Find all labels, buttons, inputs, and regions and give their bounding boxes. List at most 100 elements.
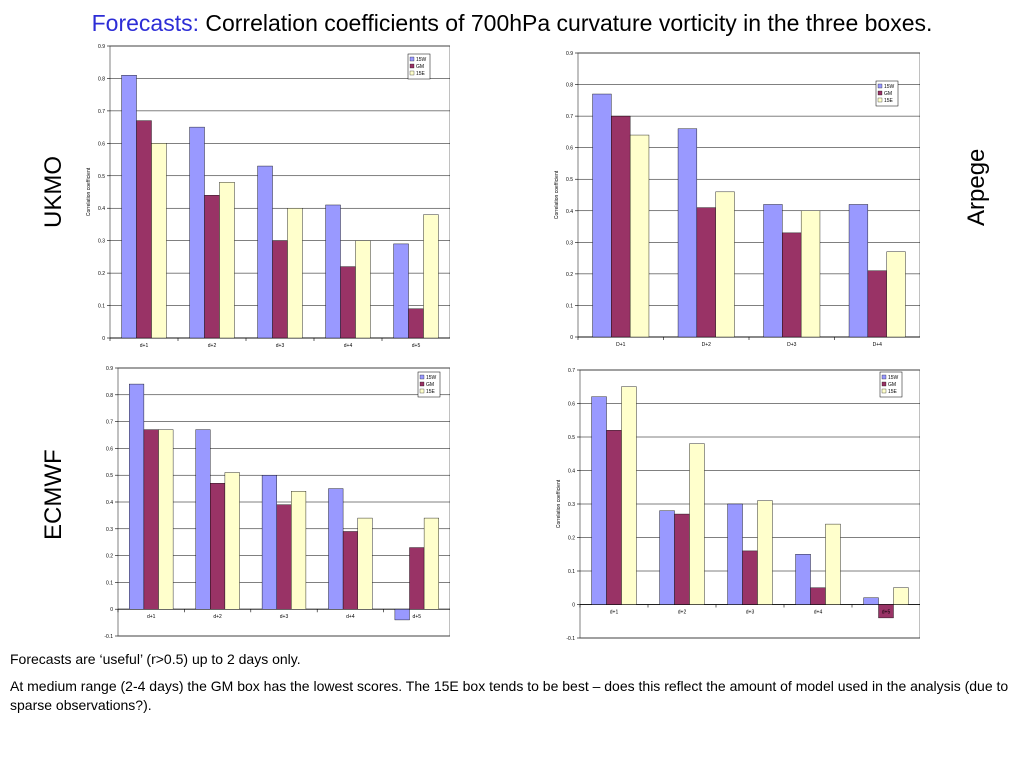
bar-15e-d1: [158, 429, 174, 610]
bar-gm-d5: [878, 604, 894, 619]
bar-15w-d2: [195, 429, 211, 610]
y-tick-label: 0.3: [566, 240, 573, 246]
bar-15w-d4: [795, 554, 811, 605]
bar-15w-d5: [393, 243, 409, 339]
bar-15w-d2: [659, 510, 675, 605]
legend-label-gm: GM: [888, 382, 896, 388]
bar-15e-d1: [621, 386, 637, 605]
bar-15w-d3: [763, 204, 783, 338]
legend-swatch-15w: [419, 374, 425, 380]
x-tick-label: d+2: [678, 610, 687, 616]
bar-15e-d3: [800, 210, 821, 338]
bar-15e-d5: [893, 587, 909, 605]
bar-15w-d5: [863, 597, 879, 605]
slide-title: Forecasts: Correlation coefficients of 7…: [0, 10, 1024, 37]
x-tick-label: d+1: [147, 614, 156, 620]
bar-15e-d4: [825, 523, 841, 605]
bar-gm-d1: [143, 429, 159, 610]
bar-gm-d3: [782, 232, 802, 338]
x-tick-label: D+2: [702, 342, 712, 348]
ecmwf-2-svg: -0.1 0 0.1 0.2 0.3 0.4 0.5 0.6 0.7 Correlation co…: [556, 368, 920, 640]
x-tick-label: d+3: [276, 343, 285, 349]
y-tick-label: 0.2: [568, 536, 575, 542]
bar-15w-d2: [189, 126, 205, 339]
bar-gm-d1: [136, 120, 152, 339]
x-tick-label: d+5: [413, 614, 422, 620]
bar-15e-d3: [287, 208, 303, 339]
legend-label-gm: GM: [416, 64, 424, 70]
bar-15e-d2: [219, 182, 235, 339]
y-tick-label: 0.4: [566, 209, 573, 215]
legend-swatch-gm: [409, 63, 415, 69]
bar-15e-d5: [423, 214, 439, 339]
y-tick-label: 0.7: [98, 109, 105, 115]
y-tick-label: 0.3: [106, 527, 113, 533]
y-tick-label: 0.7: [568, 368, 575, 374]
y-tick-label: 0.4: [98, 206, 105, 212]
bar-15w-d4: [328, 488, 344, 610]
x-tick-label: d+4: [346, 614, 355, 620]
legend-swatch-15e: [877, 97, 883, 103]
bar-15e-d4: [355, 240, 371, 339]
arpege-label: Arpege: [963, 148, 990, 226]
y-tick-label: -0.1: [104, 634, 113, 640]
title-accent: Forecasts:: [91, 10, 199, 36]
ecmwf-svg: -0.1 0 0.1 0.2 0.3 0.4 0.5 0.6 0.7 0.8 0.9 d+1 d+2 d+…: [104, 366, 450, 640]
y-axis-label: Correlation coefficient: [554, 170, 560, 219]
x-tick-label: d+4: [344, 343, 353, 349]
y-tick-label: 0.6: [568, 402, 575, 408]
x-tick-label: D+4: [873, 342, 883, 348]
legend-swatch-gm: [419, 381, 425, 387]
x-tick-label: d+5: [882, 610, 891, 616]
bar-gm-d2: [674, 513, 690, 605]
legend-label-15w: 15W: [888, 375, 899, 381]
legend-swatch-15w: [877, 83, 883, 89]
y-axis-label: Correlation coefficient: [556, 479, 562, 528]
y-tick-label: 0.5: [106, 473, 113, 479]
bar-15w-d3: [727, 503, 743, 605]
bar-gm-d4: [867, 270, 887, 338]
bar-gm-d4: [810, 587, 826, 605]
ecmwf-chart: -0.1 0 0.1 0.2 0.3 0.4 0.5 0.6 0.7 0.8 0.9 d+1 d+2 d+…: [68, 360, 450, 640]
bar-15w-d5: [394, 608, 410, 621]
y-tick-label: 0.8: [98, 76, 105, 82]
legend-label-15w: 15W: [426, 375, 437, 381]
y-tick-label: 0.5: [566, 177, 573, 183]
bar-gm-d4: [340, 266, 356, 339]
arpege-svg: 0 0.1 0.2 0.3 0.4 0.5 0.6 0.7 0.8 0.9 Correlation …: [554, 51, 920, 348]
y-tick-label: 0: [572, 603, 575, 609]
y-tick-label: 0.9: [566, 51, 573, 57]
y-tick-label: 0.4: [568, 469, 575, 475]
y-axis-label: Correlation coefficient: [86, 167, 92, 216]
bar-gm-d1: [606, 430, 622, 605]
y-tick-label: 0.1: [566, 303, 573, 309]
ukmo-svg: 0 0.1 0.2 0.3 0.4 0.5 0.6 0.7 0.8 0.9 Correlation …: [86, 44, 450, 349]
legend-label-15w: 15W: [416, 57, 427, 63]
x-tick-label: d+2: [208, 343, 217, 349]
bar-gm-d2: [204, 195, 220, 339]
bar-15e-d4: [357, 517, 373, 610]
y-tick-label: -0.1: [566, 636, 575, 640]
bar-gm-d5: [408, 308, 424, 339]
bar-gm-d2: [210, 483, 226, 610]
y-tick-label: 0.2: [106, 554, 113, 560]
x-tick-label: d+1: [610, 610, 619, 616]
bar-gm-d3: [742, 550, 758, 605]
x-tick-label: D+1: [616, 342, 626, 348]
x-tick-label: D+3: [787, 342, 797, 348]
legend-swatch-15w: [409, 56, 415, 62]
x-tick-label: d+3: [280, 614, 289, 620]
y-tick-label: 0.5: [568, 435, 575, 441]
x-tick-label: d+1: [140, 343, 149, 349]
bar-15w-d1: [592, 93, 612, 338]
y-tick-label: 0.9: [106, 366, 113, 372]
y-tick-label: 0.6: [106, 446, 113, 452]
y-tick-label: 0.3: [98, 239, 105, 245]
legend-swatch-gm: [877, 90, 883, 96]
legend-swatch-15w: [881, 374, 887, 380]
bar-gm-d1: [611, 115, 631, 338]
bar-15w-d3: [257, 165, 273, 339]
y-tick-label: 0.7: [566, 114, 573, 120]
legend-label-gm: GM: [426, 382, 434, 388]
bar-gm-d3: [276, 504, 292, 610]
